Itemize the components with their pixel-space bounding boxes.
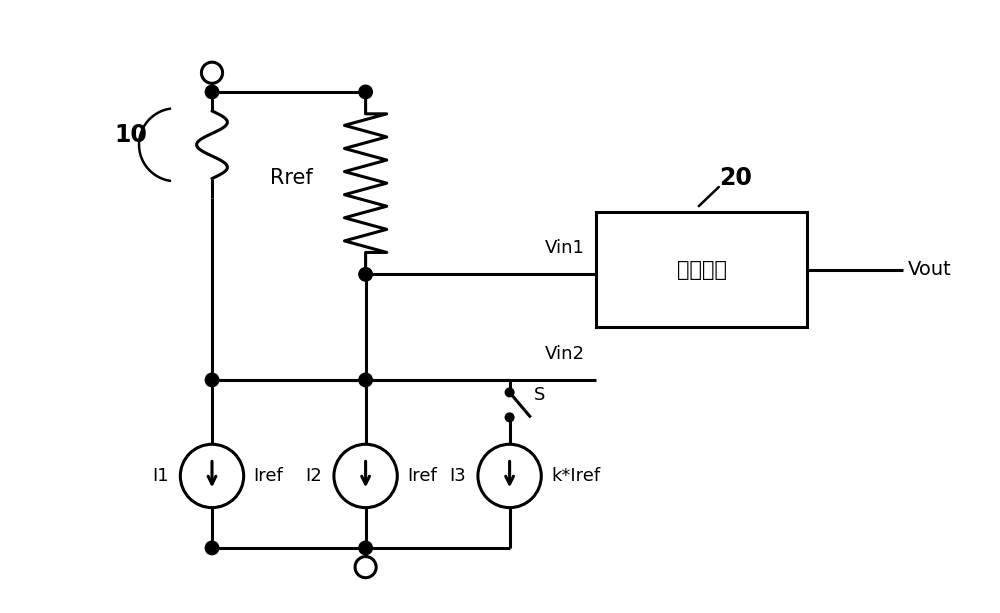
Text: Iref: Iref [407,467,437,485]
Text: 比较电路: 比较电路 [677,259,727,280]
Text: Iref: Iref [253,467,283,485]
Circle shape [478,444,541,508]
Circle shape [205,85,219,99]
Circle shape [505,413,514,422]
Text: Rref: Rref [270,169,313,188]
Circle shape [205,541,219,555]
Text: I3: I3 [450,467,466,485]
Circle shape [505,388,514,397]
Text: k*Iref: k*Iref [551,467,600,485]
Text: S: S [534,386,545,405]
Text: I2: I2 [306,467,322,485]
Circle shape [205,373,219,387]
Text: Vin1: Vin1 [545,239,584,257]
Text: Vin2: Vin2 [544,345,584,363]
Circle shape [180,444,244,508]
Text: I1: I1 [152,467,169,485]
Circle shape [359,541,372,555]
Text: Vout: Vout [908,260,952,279]
Circle shape [359,85,372,99]
Circle shape [359,373,372,387]
Text: 10: 10 [114,123,147,147]
Bar [596,212,807,327]
Circle shape [355,557,376,577]
Circle shape [334,444,397,508]
Circle shape [359,268,372,281]
Circle shape [201,62,223,83]
Text: 20: 20 [719,166,752,191]
